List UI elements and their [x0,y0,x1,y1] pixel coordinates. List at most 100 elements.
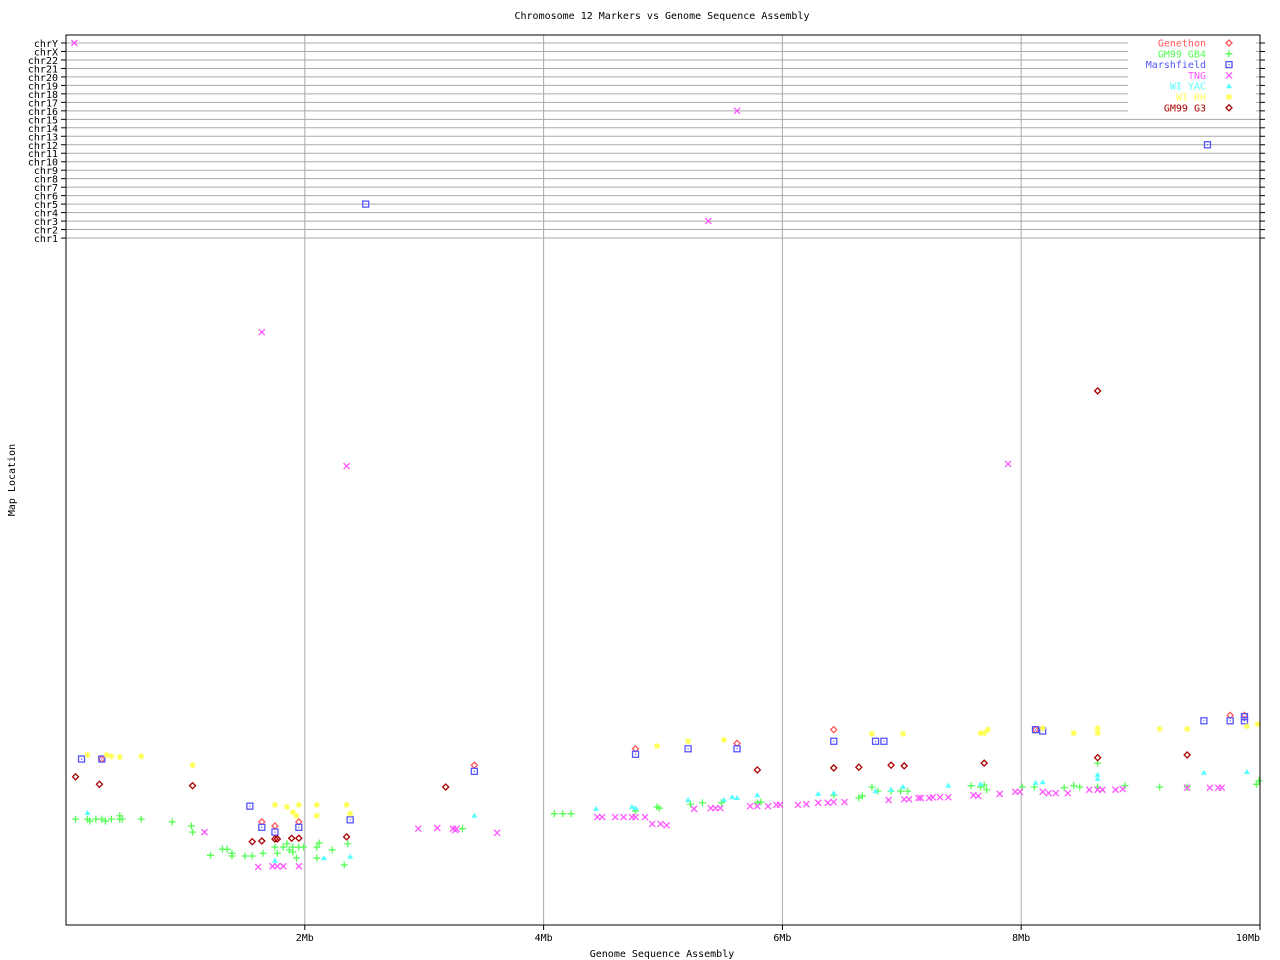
data-point [1184,725,1191,732]
plus-marker-shape [223,845,231,853]
data-point [984,726,991,733]
square-marker-dot [274,831,276,833]
y-tick-label: chr14 [28,124,58,135]
asterisk-marker-shape [720,736,727,743]
data-point [936,793,944,801]
data-point [107,815,115,823]
plus-marker-shape [137,815,145,823]
data-point [241,852,249,860]
plus-marker-shape [718,799,726,807]
square-marker-dot [687,748,689,750]
data-point [1098,786,1106,794]
x-marker-shape [493,829,501,837]
square-marker-dot [261,826,263,828]
square-marker-dot [349,819,351,821]
triangle-marker-shape [945,782,952,788]
data-point [84,751,91,758]
asterisk-marker-shape [1070,730,1077,737]
x-marker-shape [1052,789,1060,797]
plus-marker-shape [1225,50,1233,58]
triangle-marker-shape [1094,775,1101,781]
data-point [1240,713,1249,721]
triangle-marker-shape [271,857,278,863]
data-point [257,837,266,845]
triangle-marker-shape [815,790,822,796]
data-point [1255,777,1263,785]
legend-label: WI RH [1176,93,1206,104]
asterisk-marker-shape [984,726,991,733]
plus-marker-shape [279,843,287,851]
x-marker-shape [802,800,810,808]
x-marker-shape [1004,460,1012,468]
triangle-marker-shape [1200,769,1207,775]
plus-marker-shape [92,815,100,823]
x-marker-shape [830,798,838,806]
triangle-marker-shape [899,784,906,790]
data-point [188,781,197,790]
triangle-marker-shape [888,786,895,792]
data-point [273,862,281,870]
plus-marker-shape [757,798,765,806]
data-point [293,812,300,819]
plus-marker-shape [1255,777,1263,785]
diamond-marker-shape [887,761,895,770]
square-marker-shape [880,737,888,745]
triangle-marker-shape [754,792,761,798]
triangle-marker-shape [628,803,635,809]
x-marker-shape [885,796,893,804]
asterisk-marker-shape [1156,725,1163,732]
data-point [830,737,838,745]
data-point [347,810,354,817]
data-point [116,753,123,760]
plus-marker-shape [313,843,321,851]
diamond-marker-shape [753,766,762,774]
square-marker-shape [98,755,106,763]
triangle-marker-shape [729,794,736,800]
square-marker-dot [365,203,367,205]
data-point [1031,726,1040,734]
data-point [246,802,254,810]
data-point [887,761,895,770]
data-point [720,736,727,743]
x-marker-shape [929,793,937,801]
plus-marker-shape [300,843,308,851]
data-point [313,854,321,862]
data-point [868,730,875,737]
square-marker-dot [883,740,885,742]
data-point [295,862,303,870]
plus-marker-shape [904,787,912,795]
diamond-marker-shape [71,772,80,781]
data-point [71,772,80,781]
data-point [279,843,287,851]
square-marker-shape [258,823,266,831]
data-point [885,796,893,804]
data-point [223,845,231,853]
data-point [1039,725,1046,732]
data-point [632,813,639,821]
data-point [611,813,619,821]
legend-marker [1225,103,1233,112]
asterisk-marker-shape [977,730,984,737]
data-point [313,843,321,851]
y-tick-label: chr13 [28,132,58,143]
plus-marker-shape [967,782,975,790]
x-marker-shape [273,862,281,870]
data-point [77,755,86,763]
asterisk-marker-shape [283,803,290,810]
data-point [567,810,575,818]
plus-marker-shape [189,828,197,836]
data-point [690,805,698,813]
data-point [815,790,822,796]
square-marker-shape [1240,713,1249,721]
plus-marker-shape [868,783,876,791]
triangle-marker-shape [632,805,639,811]
data-point [855,794,863,802]
data-point [1254,721,1261,728]
square-marker-dot [1203,720,1205,722]
asterisk-marker-shape [1184,725,1191,732]
data-point [137,815,145,823]
y-tick-label: chr3 [34,217,58,228]
data-point [1094,775,1101,781]
data-point [289,809,296,816]
data-point [974,792,982,800]
